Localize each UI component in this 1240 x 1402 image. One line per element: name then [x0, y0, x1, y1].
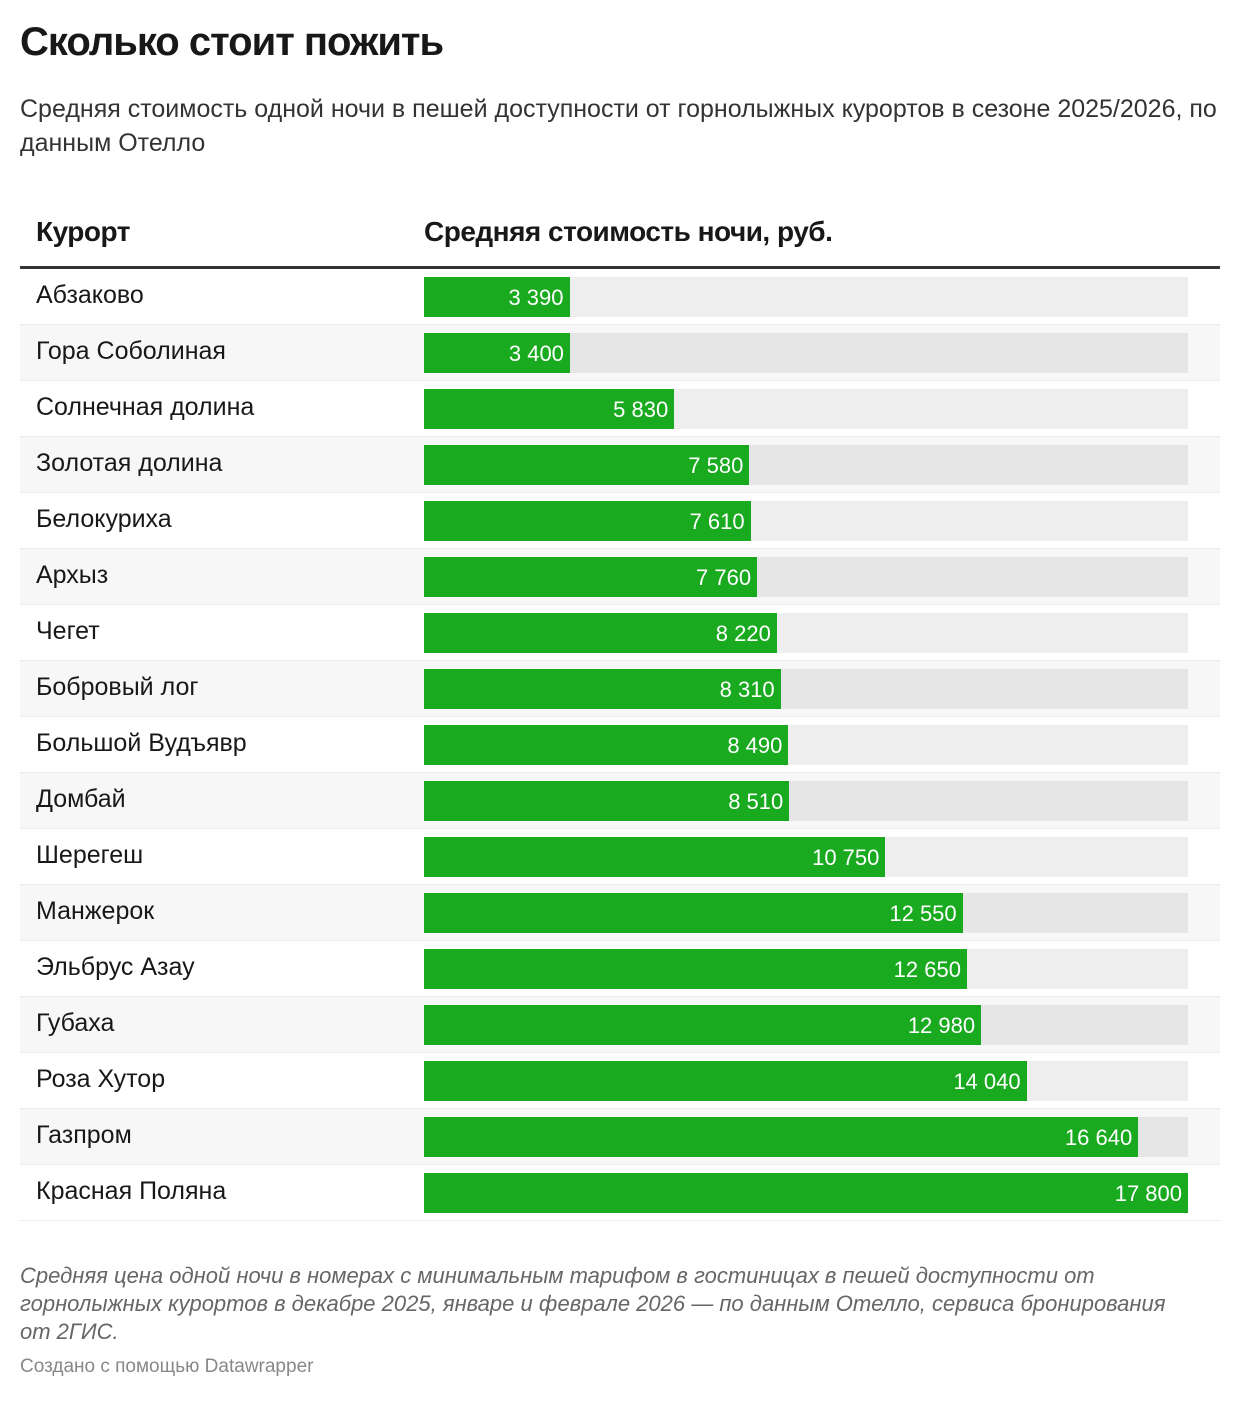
bar-track: 14 040 — [424, 1061, 1188, 1101]
chart-subtitle: Средняя стоимость одной ночи в пешей дос… — [20, 95, 1217, 157]
bar: 3 390 — [424, 277, 570, 317]
chart-title: Сколько стоит пожить — [20, 20, 444, 64]
table-row: Солнечная долина 5 830 — [20, 381, 1220, 437]
bar-value-label: 12 650 — [893, 957, 961, 982]
bar: 8 220 — [424, 613, 777, 653]
resort-name: Газпром — [36, 1121, 132, 1149]
bar-track: 17 800 — [424, 1173, 1188, 1213]
table-header: Курорт Средняя стоимость ночи, руб. — [20, 200, 1220, 269]
bar-value-label: 10 750 — [812, 845, 880, 870]
bar-value-label: 7 610 — [689, 509, 745, 534]
bar: 16 640 — [424, 1117, 1139, 1157]
bar-value-label: 17 800 — [1114, 1181, 1182, 1206]
bar-value-label: 12 550 — [889, 901, 957, 926]
bar: 7 760 — [424, 557, 758, 597]
table-row: Гора Соболиная 3 400 — [20, 325, 1220, 381]
table-body: Абзаково 3 390 Гора Соболиная 3 400 Солн… — [20, 269, 1220, 1221]
table-row: Чегет 8 220 — [20, 605, 1220, 661]
resort-name: Гора Соболиная — [36, 337, 226, 365]
bar-value-label: 8 310 — [719, 677, 775, 702]
resort-name: Губаха — [36, 1009, 115, 1037]
bar: 17 800 — [424, 1173, 1188, 1213]
bar-value-label: 3 400 — [508, 341, 564, 366]
table-row: Абзаково 3 390 — [20, 269, 1220, 325]
resort-name: Манжерок — [36, 897, 155, 925]
bar-track: 12 650 — [424, 949, 1188, 989]
resort-name: Чегет — [36, 617, 100, 645]
bar-track: 8 220 — [424, 613, 1188, 653]
bar-value-label: 8 220 — [715, 621, 771, 646]
bar: 5 830 — [424, 389, 675, 429]
bar: 7 610 — [424, 501, 751, 541]
table-row: Шерегеш 10 750 — [20, 829, 1220, 885]
table-row: Роза Хутор 14 040 — [20, 1053, 1220, 1109]
resort-name: Абзаково — [36, 281, 144, 309]
table-row: Красная Поляна 17 800 — [20, 1165, 1220, 1221]
bar-value-label: 7 580 — [688, 453, 744, 478]
table-row: Бобровый лог 8 310 — [20, 661, 1220, 717]
table-row: Губаха 12 980 — [20, 997, 1220, 1053]
table-row: Белокуриха 7 610 — [20, 493, 1220, 549]
bar-value-label: 8 490 — [727, 733, 783, 758]
bar-track: 7 580 — [424, 445, 1188, 485]
bar: 8 310 — [424, 669, 781, 709]
bar-track: 12 980 — [424, 1005, 1188, 1045]
bar-track: 3 400 — [424, 333, 1188, 373]
bar-track: 8 490 — [424, 725, 1188, 765]
bar: 12 650 — [424, 949, 967, 989]
bar: 12 980 — [424, 1005, 982, 1045]
resort-name: Домбай — [36, 785, 126, 813]
resort-name: Солнечная долина — [36, 393, 255, 421]
bar-track: 8 510 — [424, 781, 1188, 821]
resort-name: Эльбрус Азау — [36, 953, 195, 981]
bar-track: 5 830 — [424, 389, 1188, 429]
bar-value-label: 14 040 — [953, 1069, 1021, 1094]
table-row: Эльбрус Азау 12 650 — [20, 941, 1220, 997]
resort-name: Красная Поляна — [36, 1177, 227, 1205]
bar-value-label: 16 640 — [1064, 1125, 1133, 1150]
credit-link[interactable]: Создано с помощью Datawrapper — [20, 1356, 314, 1377]
bar: 3 400 — [424, 333, 570, 373]
table-row: Домбай 8 510 — [20, 773, 1220, 829]
bar: 12 550 — [424, 893, 963, 933]
bar-value-label: 7 760 — [696, 565, 752, 590]
bar-track: 8 310 — [424, 669, 1188, 709]
bar-track: 12 550 — [424, 893, 1188, 933]
bar-value-label: 12 980 — [907, 1013, 976, 1038]
bar-track: 3 390 — [424, 277, 1188, 317]
column-header-resort[interactable]: Курорт — [36, 216, 130, 247]
bar: 8 510 — [424, 781, 790, 821]
table-row: Золотая долина 7 580 — [20, 437, 1220, 493]
chart-notes: Средняя цена одной ночи в номерах с мини… — [20, 1263, 1166, 1344]
bar-track: 7 610 — [424, 501, 1188, 541]
bar: 10 750 — [424, 837, 886, 877]
resort-name: Большой Вудъявр — [36, 729, 247, 757]
resort-name: Золотая долина — [36, 449, 223, 477]
resort-name: Белокуриха — [36, 505, 172, 533]
data-table: Курорт Средняя стоимость ночи, руб. Абза… — [20, 200, 1220, 1221]
bar: 8 490 — [424, 725, 789, 765]
column-header-price[interactable]: Средняя стоимость ночи, руб. — [424, 216, 833, 247]
bar-track: 7 760 — [424, 557, 1188, 597]
bar-value-label: 8 510 — [728, 789, 784, 814]
table-row: Большой Вудъявр 8 490 — [20, 717, 1220, 773]
resort-name: Бобровый лог — [36, 673, 199, 701]
bar-value-label: 5 830 — [613, 397, 669, 422]
table-row: Архыз 7 760 — [20, 549, 1220, 605]
bar-track: 16 640 — [424, 1117, 1188, 1157]
table-row: Газпром 16 640 — [20, 1109, 1220, 1165]
resort-name: Шерегеш — [36, 841, 144, 869]
bar: 7 580 — [424, 445, 750, 485]
bar: 14 040 — [424, 1061, 1027, 1101]
resort-name: Роза Хутор — [36, 1065, 166, 1093]
resort-name: Архыз — [36, 561, 109, 589]
bar-track: 10 750 — [424, 837, 1188, 877]
table-row: Манжерок 12 550 — [20, 885, 1220, 941]
bar-value-label: 3 390 — [508, 285, 564, 310]
